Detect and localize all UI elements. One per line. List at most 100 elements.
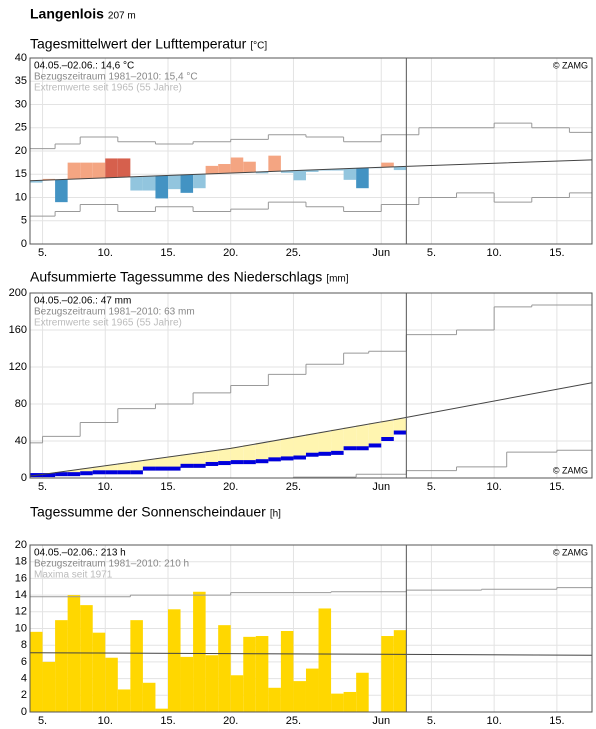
- bar: [180, 656, 194, 712]
- normal-line: [30, 382, 592, 477]
- bar: [117, 689, 131, 712]
- x-tick-label: 15.: [160, 481, 175, 493]
- y-tick-label: 160: [9, 324, 27, 336]
- deficit-fill: [105, 464, 118, 475]
- bar: [305, 169, 319, 172]
- y-tick-label: 40: [15, 435, 27, 447]
- station-altitude: 207 m: [108, 11, 136, 22]
- observed-step: [305, 452, 319, 457]
- deficit-fill: [117, 463, 131, 475]
- observed-step: [331, 450, 344, 455]
- observed-step: [393, 430, 407, 435]
- normal-line: [30, 652, 592, 656]
- bar: [80, 162, 93, 179]
- bar: [155, 175, 168, 199]
- observed-step: [280, 456, 294, 461]
- observed-step: [230, 460, 244, 465]
- y-tick-label: 14: [15, 589, 27, 601]
- observed-step: [268, 457, 281, 462]
- bar: [180, 174, 194, 193]
- bar: [318, 169, 332, 171]
- deficit-fill: [255, 442, 269, 464]
- y-tick-label: 25: [15, 122, 27, 134]
- y-tick-label: 0: [21, 472, 27, 484]
- copyright: © ZAMG: [553, 465, 588, 475]
- reference-note: Bezugszeitraum 1981–2010: 15,4 °C: [34, 72, 198, 83]
- x-tick-label: Jun: [372, 481, 390, 493]
- x-tick-label: Jun: [372, 715, 390, 727]
- bar: [205, 165, 219, 174]
- bar: [55, 620, 68, 712]
- y-tick-label: 5: [21, 215, 27, 227]
- observed-step: [243, 460, 256, 465]
- bar: [255, 636, 269, 712]
- observed-step: [318, 451, 332, 456]
- chart-unit: [h]: [270, 509, 281, 520]
- summary-note: 04.05.–02.06.: 14,6 °C: [34, 61, 134, 72]
- observed-step: [92, 470, 106, 475]
- x-tick-label: 15.: [549, 481, 564, 493]
- bar: [268, 155, 281, 172]
- deficit-fill: [305, 434, 319, 457]
- x-tick-label: 20.: [223, 247, 238, 259]
- deficit-fill: [230, 447, 244, 465]
- deficit-fill: [142, 459, 156, 471]
- x-tick-label: 25.: [286, 481, 301, 493]
- observed-step: [55, 472, 68, 477]
- deficit-fill: [343, 427, 357, 451]
- bar: [230, 157, 244, 173]
- reference-note: Bezugszeitraum 1981–2010: 210 h: [34, 559, 189, 570]
- deficit-fill: [243, 445, 256, 465]
- observed-step: [117, 470, 131, 475]
- x-tick-label: Jun: [372, 247, 390, 259]
- x-tick-label: 20.: [223, 715, 238, 727]
- bar: [268, 687, 281, 712]
- x-tick-label: 10.: [98, 715, 113, 727]
- bar: [381, 636, 394, 712]
- y-tick-label: 20: [15, 145, 27, 157]
- y-tick-label: 10: [15, 191, 27, 203]
- y-tick-label: 0: [21, 238, 27, 250]
- extremes-note: Extremwerte seit 1965 (55 Jahre): [34, 318, 182, 329]
- x-tick-label: 25.: [286, 715, 301, 727]
- x-tick-label: 10.: [98, 247, 113, 259]
- deficit-fill: [280, 438, 294, 461]
- observed-step: [167, 466, 181, 471]
- bar: [142, 682, 156, 712]
- x-tick-label: 10.: [98, 481, 113, 493]
- bar: [205, 655, 219, 712]
- observed-step: [368, 443, 382, 448]
- plot-frame: [29, 544, 593, 713]
- bar: [67, 595, 81, 712]
- y-tick-label: 16: [15, 572, 27, 584]
- deficit-fill: [356, 425, 369, 451]
- bar: [42, 178, 56, 181]
- bar: [318, 608, 332, 712]
- bar: [130, 176, 143, 191]
- observed-step: [130, 470, 143, 475]
- deficit-fill: [331, 429, 344, 455]
- y-tick-label: 6: [21, 656, 27, 668]
- x-tick-label: 20.: [223, 481, 238, 493]
- extremes-note: Extremwerte seit 1965 (55 Jahre): [34, 83, 182, 94]
- y-tick-label: 10: [15, 622, 27, 634]
- x-tick-label: 25.: [286, 247, 301, 259]
- bar: [155, 708, 168, 712]
- y-tick-label: 80: [15, 398, 27, 410]
- x-tick-label: 5.: [427, 247, 436, 259]
- bar: [117, 158, 131, 178]
- x-tick-label: 10.: [487, 247, 502, 259]
- chart-title: Tagessumme der Sonnenscheindauer: [30, 504, 266, 520]
- y-tick-label: 18: [15, 556, 27, 568]
- bar: [243, 636, 256, 712]
- bar: [280, 170, 294, 173]
- reference-note: Bezugszeitraum 1981–2010: 63 mm: [34, 307, 195, 318]
- x-tick-label: 10.: [487, 481, 502, 493]
- x-tick-label: 5.: [38, 481, 47, 493]
- observed-step: [218, 461, 231, 466]
- x-tick-label: 15.: [549, 247, 564, 259]
- bar: [230, 675, 244, 712]
- observed-step: [255, 459, 269, 464]
- y-tick-label: 20: [15, 539, 27, 551]
